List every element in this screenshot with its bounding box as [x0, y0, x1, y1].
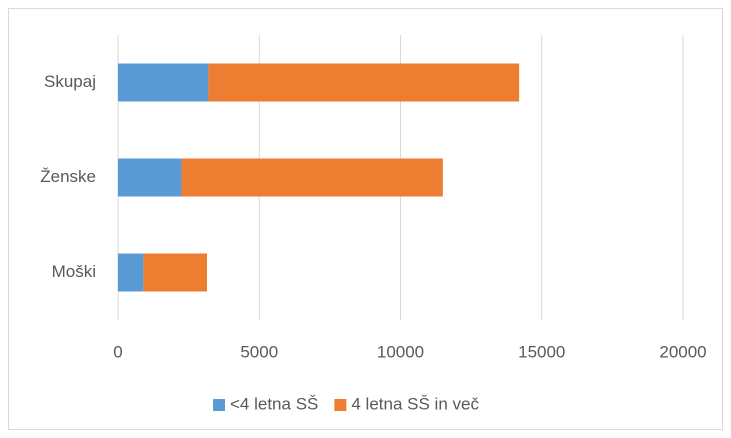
x-tick-label: 10000 [377, 342, 424, 361]
bar-segment [181, 158, 443, 197]
bar-segment [143, 253, 207, 292]
x-tick-label: 5000 [240, 342, 278, 361]
legend-label: <4 letna SŠ [230, 394, 318, 413]
legend-swatch [213, 399, 225, 411]
bar-segment [118, 253, 144, 292]
legend-swatch [334, 399, 347, 411]
bar-segment [118, 158, 182, 197]
y-tick-label: Moški [52, 262, 96, 281]
x-tick-label: 20000 [659, 342, 706, 361]
bar-segment [118, 63, 209, 102]
x-tick-label: 0 [113, 342, 122, 361]
x-tick-label: 15000 [518, 342, 565, 361]
y-tick-label: Skupaj [44, 72, 96, 91]
legend-label: 4 letna SŠ in več [351, 394, 479, 413]
bar-segment [208, 63, 520, 102]
y-tick-label: Ženske [40, 167, 96, 186]
